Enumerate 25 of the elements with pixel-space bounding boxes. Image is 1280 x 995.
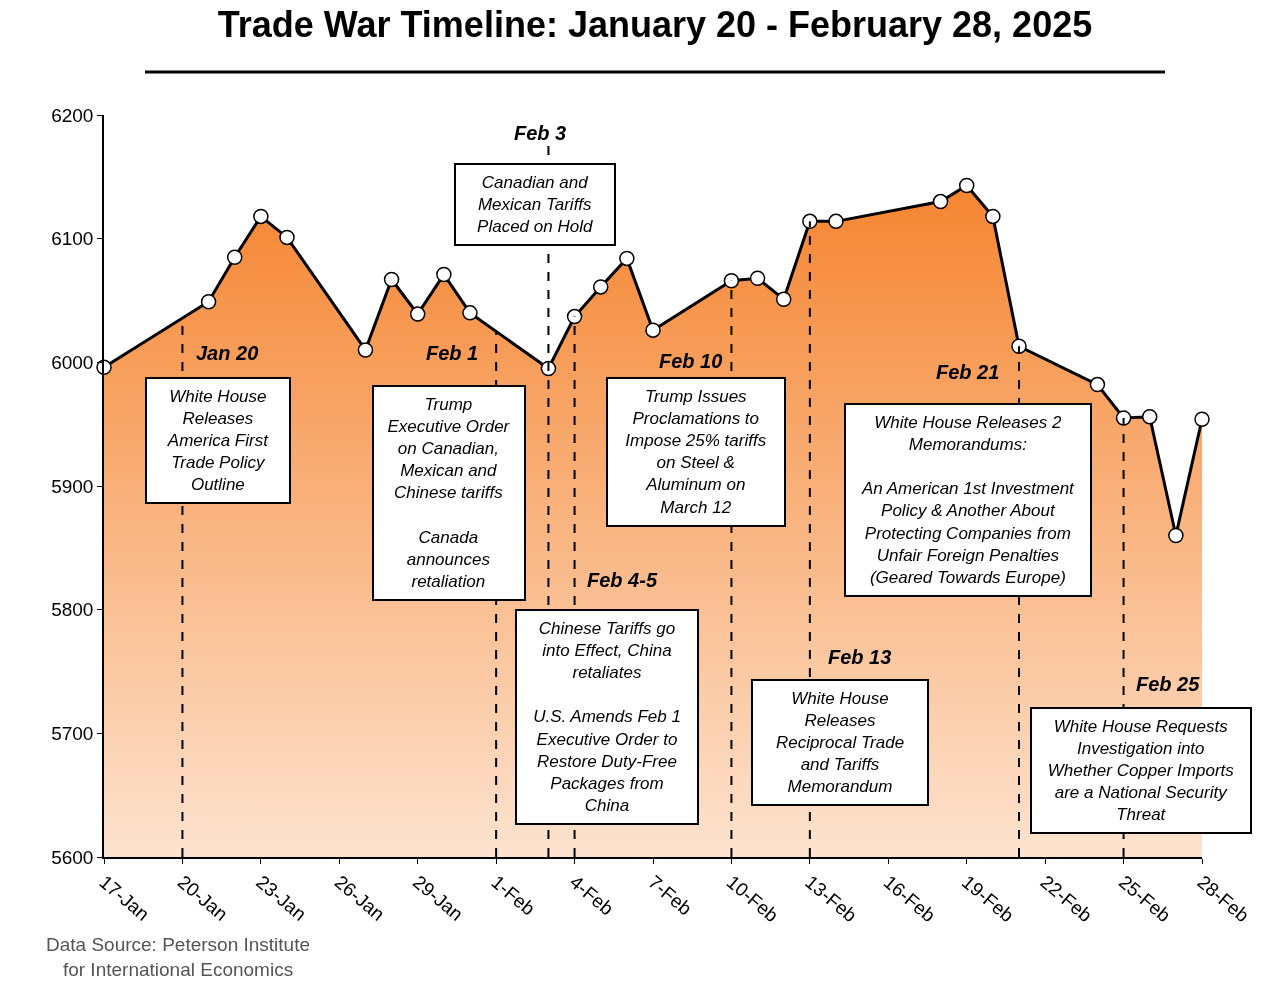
ref-line-label: Feb 10 [659, 350, 723, 372]
ref-line-label: Feb 25 [1136, 673, 1201, 695]
annotation: White House Requests Investigation into Whether Copper Imports are a National Security Threat [1047, 717, 1235, 825]
y-tick-label: 5600 [51, 846, 94, 868]
y-tick-label: 5700 [51, 722, 94, 744]
ref-line-label: Feb 21 [936, 361, 1000, 383]
text: Trump Executive Order on Canadian, Mexican and Chinese tariffs Canada announces retaliation [387, 395, 510, 591]
source-note: Data Source: Peterson Institute for International Economics [46, 934, 311, 980]
ref-line-label: Feb 1 [426, 342, 479, 364]
annotation: White House Releases Reciprocal Trade and Tariffs Memorandum [775, 689, 905, 797]
ref-line-label: Feb 3 [514, 122, 567, 144]
y-tick-label: 6100 [51, 228, 94, 250]
text: Chinese Tariffs go into Effect, China retaliates U.S. Amends Feb 1 Executive Order to Restore Duty-Free Packages from China [533, 619, 681, 815]
text: White House Releases 2 Memorandums: An American 1st Investment Policy & Another About Protecting Companies from Unfair Foreign Penalties (Geared Towards Europe) [861, 413, 1074, 587]
y-tick-label: 6200 [51, 104, 94, 126]
y-tick-label: 5900 [51, 475, 94, 497]
annotation: Canadian and Mexican Tariffs Placed on Hold [477, 173, 593, 237]
annotation: White House Releases America First Trade Policy Outline [166, 387, 270, 495]
y-tick-label: 5800 [51, 599, 94, 621]
ref-line-label: Jan 20 [196, 342, 259, 364]
chart-title: Trade War Timeline: January 20 - February 28, 2025 [217, 4, 1093, 46]
ref-line-label: Feb 13 [828, 646, 892, 668]
ref-line-label: Feb 4-5 [587, 569, 658, 591]
y-tick-label: 6000 [51, 351, 94, 373]
annotation: Trump Issues Proclamations to Impose 25% tariffs on Steel & Aluminum on March 12 [625, 387, 767, 517]
